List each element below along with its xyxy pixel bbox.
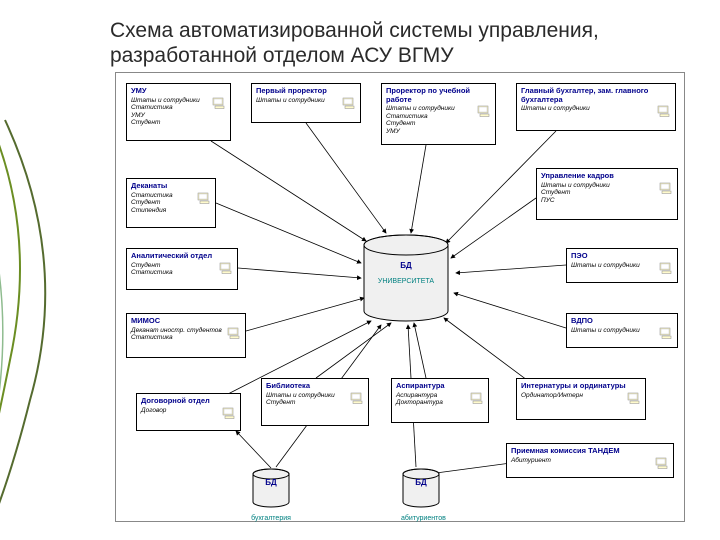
central-database: БД УНИВЕРСИТЕТА (361, 233, 451, 323)
node-title: Приемная комиссия ТАНДЕМ (511, 447, 669, 456)
node-admission: Приемная комиссия ТАНДЕМАбитуриент (506, 443, 674, 478)
page-title: Схема автоматизированной системы управле… (110, 18, 670, 68)
node-line: Студент (131, 262, 217, 269)
node-line: Штаты и сотрудники (131, 97, 210, 104)
arrow (211, 141, 366, 241)
node-peo: ПЭОШтаты и сотрудники (566, 248, 678, 283)
subdb-label1: БД (401, 478, 441, 487)
node-line: Деканат иностр. студентов (131, 327, 225, 334)
node-line: Штаты и сотрудники (521, 105, 655, 112)
node-line: Докторантура (396, 399, 468, 406)
arrow (456, 265, 566, 273)
leaf-decoration (0, 100, 100, 540)
node-line: Статистика (131, 104, 210, 111)
node-title: МИМОС (131, 317, 241, 326)
computer-icon (197, 192, 211, 204)
node-aspirantura: АспирантураАспирантураДокторантура (391, 378, 489, 423)
arrow (236, 431, 271, 468)
node-title: Первый проректор (256, 87, 356, 96)
node-title: Главный бухгалтер, зам. главного бухгалт… (521, 87, 671, 104)
node-line: Статистика (131, 334, 225, 341)
db-applicants: БД абитуриентов (401, 468, 441, 522)
subdb-label2: бухгалтерия (251, 515, 291, 522)
node-title: Интернатуры и ординатуры (521, 382, 641, 391)
node-title: Аспирантура (396, 382, 484, 391)
computer-icon (655, 457, 669, 469)
computer-icon (350, 392, 364, 404)
node-line: Штаты и сотрудники (266, 392, 348, 399)
arrow (238, 268, 361, 278)
node-line: Штаты и сотрудники (256, 97, 340, 104)
computer-icon (477, 105, 491, 117)
node-title: Проректор по учебной работе (386, 87, 491, 104)
node-hr: Управление кадровШтаты и сотрудникиСтуде… (536, 168, 678, 220)
arrow (411, 145, 426, 233)
node-line: Договор (141, 407, 220, 414)
node-title: ВДПО (571, 317, 673, 326)
node-contract: Договорной отделДоговор (136, 393, 241, 431)
node-line: Ординатор/Интерн (521, 392, 625, 399)
node-line: Штаты и сотрудники (571, 262, 657, 269)
node-mimos: МИМОСДеканат иностр. студентовСтатистика (126, 313, 246, 358)
node-analytics: Аналитический отделСтудентСтатистика (126, 248, 238, 290)
node-line: Штаты и сотрудники (571, 327, 657, 334)
node-title: Аналитический отдел (131, 252, 233, 261)
node-line: Студент (131, 119, 210, 126)
node-line: Статистика (131, 192, 195, 199)
node-internatura: Интернатуры и ординатурыОрдинатор/Интерн (516, 378, 646, 420)
node-line: Абитуриент (511, 457, 653, 464)
arrow (414, 323, 426, 378)
node-line: Аспирантура (396, 392, 468, 399)
node-line: Студент (266, 399, 348, 406)
node-first-prorector: Первый проректорШтаты и сотрудники (251, 83, 361, 123)
computer-icon (212, 97, 226, 109)
node-umu: УМУШтаты и сотрудникиСтатистикаУМУСтуден… (126, 83, 231, 141)
node-prorector-study: Проректор по учебной работеШтаты и сотру… (381, 83, 496, 145)
arrow (444, 318, 531, 383)
diagram-canvas: БД УНИВЕРСИТЕТА УМУШтаты и сотрудникиСта… (115, 72, 685, 522)
computer-icon (659, 182, 673, 194)
node-title: ПЭО (571, 252, 673, 261)
subdb-label2: абитуриентов (401, 515, 441, 522)
node-line: Статистика (131, 269, 217, 276)
node-vdpo: ВДПОШтаты и сотрудники (566, 313, 678, 348)
node-line: Студент (386, 120, 475, 127)
central-db-label2: УНИВЕРСИТЕТА (361, 278, 451, 285)
arrow (316, 323, 391, 378)
arrow (306, 123, 386, 233)
node-title: Договорной отдел (141, 397, 236, 406)
arrow (454, 293, 566, 328)
node-line: ПУС (541, 197, 657, 204)
computer-icon (470, 392, 484, 404)
node-title: Библиотека (266, 382, 364, 391)
slide: Схема автоматизированной системы управле… (0, 0, 720, 540)
node-line: Штаты и сотрудники (541, 182, 657, 189)
computer-icon (222, 407, 236, 419)
db-accounting: БД бухгалтерия (251, 468, 291, 522)
node-title: Деканаты (131, 182, 211, 191)
node-line: УМУ (386, 128, 475, 135)
subdb-label1: БД (251, 478, 291, 487)
node-title: Управление кадров (541, 172, 673, 181)
computer-icon (657, 105, 671, 117)
node-line: УМУ (131, 112, 210, 119)
node-line: Студент (541, 189, 657, 196)
node-title: УМУ (131, 87, 226, 96)
node-dekanaty: ДеканатыСтатистикаСтудентСтипендия (126, 178, 216, 228)
node-line: Штаты и сотрудники (386, 105, 475, 112)
computer-icon (219, 262, 233, 274)
computer-icon (342, 97, 356, 109)
node-library: БиблиотекаШтаты и сотрудникиСтудент (261, 378, 369, 426)
node-line: Студент (131, 199, 195, 206)
computer-icon (227, 327, 241, 339)
arrow (246, 298, 364, 331)
computer-icon (627, 392, 641, 404)
arrow (436, 463, 511, 473)
node-line: Стипендия (131, 207, 195, 214)
computer-icon (659, 262, 673, 274)
node-chief-accountant: Главный бухгалтер, зам. главного бухгалт… (516, 83, 676, 131)
computer-icon (659, 327, 673, 339)
central-db-label1: БД (361, 261, 451, 270)
arrow (451, 198, 536, 258)
